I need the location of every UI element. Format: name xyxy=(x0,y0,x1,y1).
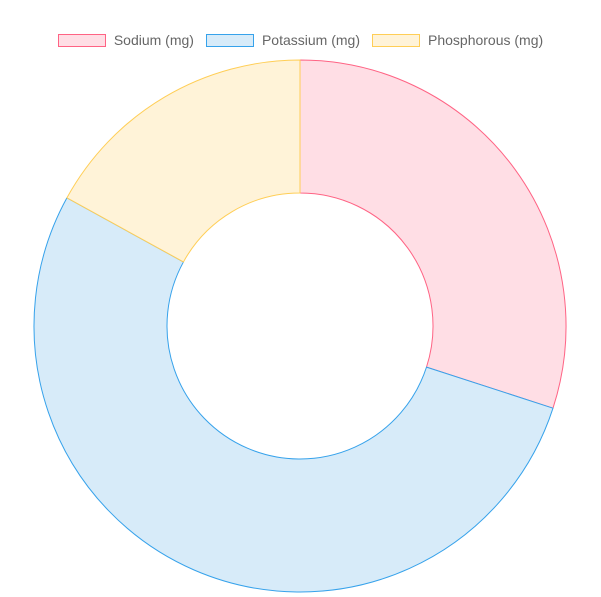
slice-potassium[interactable] xyxy=(33,197,554,593)
chart-legend: Sodium (mg) Potassium (mg) Phosphorous (… xyxy=(0,30,601,50)
legend-item-sodium[interactable]: Sodium (mg) xyxy=(57,32,194,48)
slice-phosphorous[interactable] xyxy=(66,59,301,263)
legend-item-phosphorous[interactable]: Phosphorous (mg) xyxy=(372,32,543,48)
slice-sodium[interactable] xyxy=(299,59,567,409)
legend-swatch-potassium xyxy=(205,33,254,47)
legend-label-potassium: Potassium (mg) xyxy=(261,32,360,48)
legend-swatch-sodium xyxy=(57,33,106,47)
legend-swatch-phosphorous xyxy=(372,33,420,47)
legend-item-potassium[interactable]: Potassium (mg) xyxy=(205,32,360,48)
legend-label-phosphorous: Phosphorous (mg) xyxy=(428,32,544,48)
legend-label-sodium: Sodium (mg) xyxy=(113,32,194,48)
